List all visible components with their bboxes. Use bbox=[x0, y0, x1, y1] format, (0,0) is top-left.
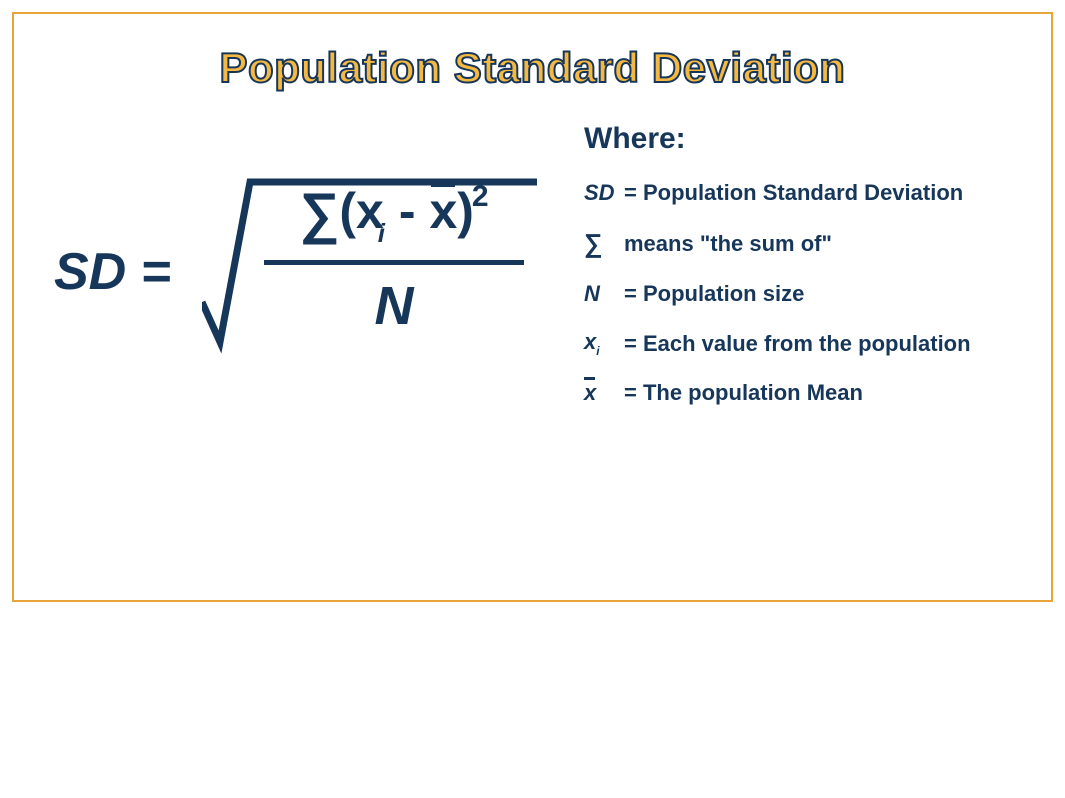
sigma-symbol: ∑ bbox=[299, 181, 339, 244]
subscript-i: i bbox=[378, 218, 385, 248]
formula-lhs: SD = bbox=[54, 242, 171, 302]
formula-area: SD = ∑(xi - x)2 N bbox=[54, 152, 574, 412]
card-content: SD = ∑(xi - x)2 N Where: SD= Population … bbox=[54, 152, 1011, 428]
legend-row: ∑means "the sum of" bbox=[584, 228, 1011, 259]
legend-desc: = Population size bbox=[624, 281, 804, 307]
minus-symbol: - bbox=[385, 183, 429, 239]
xbar-symbol: x bbox=[429, 186, 457, 236]
fraction-line bbox=[264, 260, 524, 265]
formula-denominator: N bbox=[254, 275, 534, 337]
legend-symbol: SD bbox=[584, 180, 624, 206]
legend-heading: Where: bbox=[584, 122, 1011, 156]
legend-symbol: xi bbox=[584, 329, 624, 358]
legend-symbol: N bbox=[584, 281, 624, 307]
card-title: Population Standard Deviation bbox=[54, 44, 1011, 92]
legend-row: x= The population Mean bbox=[584, 380, 1011, 406]
formula-fraction: ∑(xi - x)2 N bbox=[254, 182, 534, 337]
legend-area: Where: SD= Population Standard Deviation… bbox=[574, 122, 1011, 428]
legend-desc: = Each value from the population bbox=[624, 331, 971, 357]
formula-numerator: ∑(xi - x)2 bbox=[254, 182, 534, 246]
superscript-2: 2 bbox=[472, 180, 489, 213]
open-paren: ( bbox=[339, 183, 356, 239]
formula-card: Population Standard Deviation SD = ∑(xi … bbox=[12, 12, 1053, 602]
legend-row: SD= Population Standard Deviation bbox=[584, 180, 1011, 206]
legend-row: N= Population size bbox=[584, 281, 1011, 307]
legend-row: xi= Each value from the population bbox=[584, 329, 1011, 358]
legend-desc: means "the sum of" bbox=[624, 231, 832, 257]
legend-symbol: x bbox=[584, 380, 624, 406]
legend-desc: = The population Mean bbox=[624, 380, 863, 406]
legend-desc: = Population Standard Deviation bbox=[624, 180, 963, 206]
legend-symbol: ∑ bbox=[584, 228, 624, 259]
